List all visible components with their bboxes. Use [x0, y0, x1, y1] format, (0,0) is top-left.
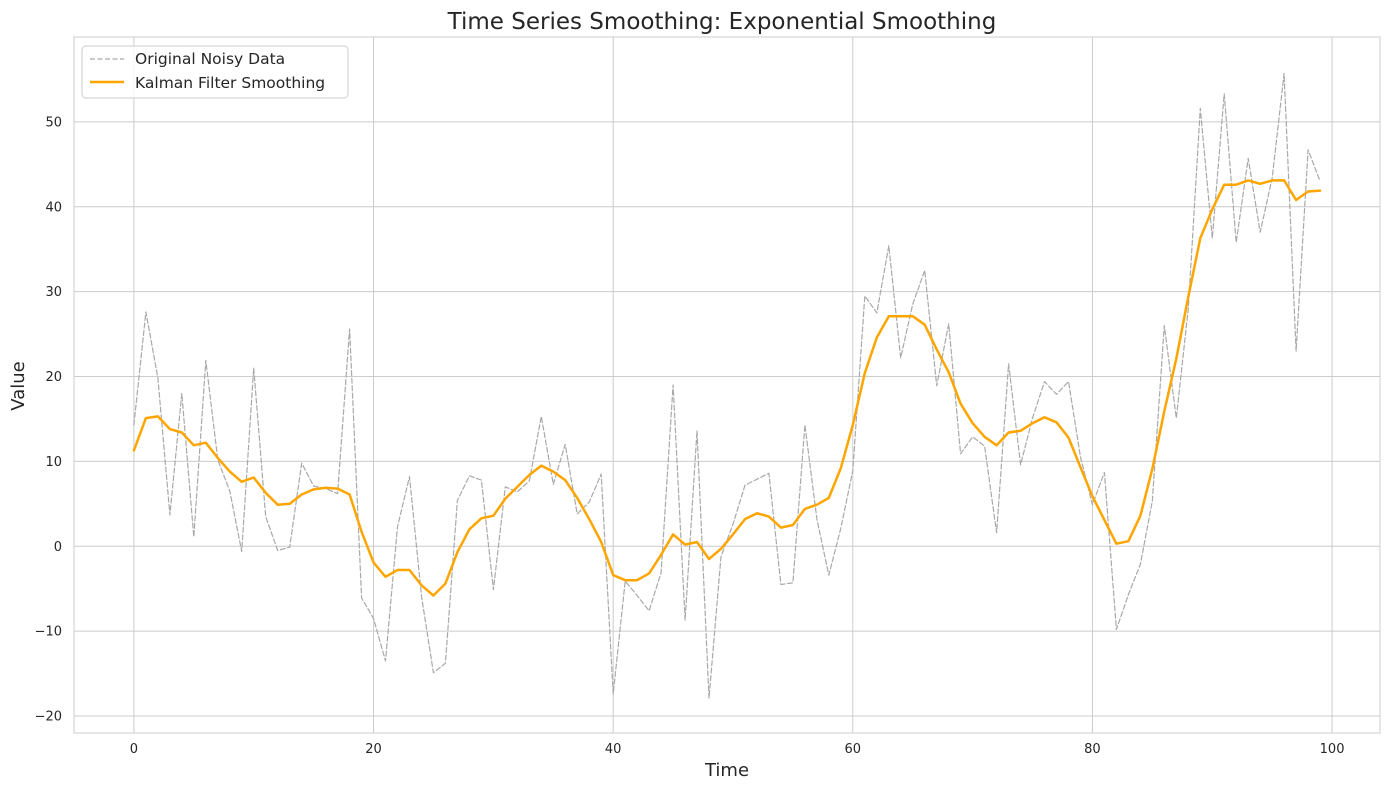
- y-tick-label: 10: [45, 455, 62, 470]
- y-tick-label: 0: [54, 540, 62, 555]
- series-layer: [132, 72, 1322, 699]
- y-tick-label: −10: [35, 625, 62, 640]
- legend-label-kalman: Kalman Filter Smoothing: [135, 74, 325, 92]
- x-tick-label: 60: [845, 742, 862, 757]
- x-axis-label: Time: [704, 760, 749, 781]
- grid: [74, 37, 1380, 733]
- y-tick-label: −20: [35, 710, 62, 725]
- x-tick-label: 20: [365, 742, 382, 757]
- legend-label-noisy: Original Noisy Data: [135, 50, 285, 68]
- legend: Original Noisy Data Kalman Filter Smooth…: [81, 45, 349, 99]
- y-tick-label: 20: [45, 370, 62, 385]
- y-tick-label: 50: [45, 115, 62, 130]
- plot-frame: [73, 36, 1381, 734]
- legend-frame: [81, 45, 349, 99]
- y-tick-label: 40: [45, 200, 62, 215]
- x-tick-label: 0: [130, 742, 138, 757]
- tick-labels: 0 20 40 60 80 100 −20 −10 0 10 20 30 40 50: [35, 115, 1345, 757]
- x-tick-label: 100: [1320, 742, 1345, 757]
- y-tick-label: 30: [45, 285, 62, 300]
- x-tick-label: 80: [1084, 742, 1101, 757]
- y-axis-label: Value: [8, 361, 29, 410]
- series-line-original-noisy-data: [133, 72, 1321, 699]
- chart-title: Time Series Smoothing: Exponential Smoot…: [447, 9, 997, 35]
- x-tick-label: 40: [605, 742, 622, 757]
- series-line-kalman-filter-smoothing: [132, 179, 1322, 597]
